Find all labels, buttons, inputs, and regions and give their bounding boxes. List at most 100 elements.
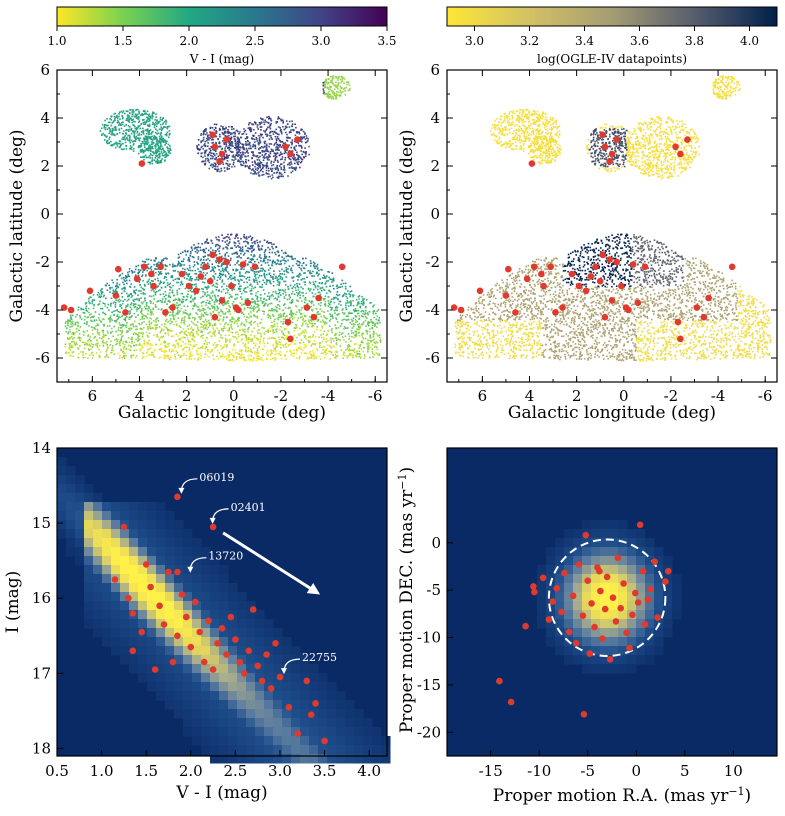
star-dot: [372, 339, 374, 342]
star-dot: [348, 348, 351, 350]
star-dot: [125, 129, 127, 132]
star-dot: [236, 252, 238, 255]
star-dot: [225, 162, 227, 165]
star-dot: [226, 246, 228, 249]
star-dot: [181, 319, 183, 322]
star-dot: [208, 341, 210, 344]
star-dot: [252, 263, 254, 265]
star-dot: [152, 137, 155, 139]
star-dot: [226, 301, 228, 304]
star-dot: [210, 270, 212, 273]
star-dot: [293, 343, 296, 345]
star-dot: [109, 291, 111, 293]
star-dot: [217, 244, 220, 247]
star-dot: [311, 300, 313, 302]
star-dot: [71, 351, 74, 353]
star-dot: [303, 301, 306, 304]
star-dot: [373, 353, 376, 356]
star-dot: [334, 324, 336, 326]
star-dot: [139, 127, 141, 130]
star-dot: [353, 323, 355, 325]
star-dot: [322, 299, 325, 301]
star-dot: [263, 251, 266, 254]
star-dot: [212, 344, 215, 346]
star-dot: [154, 152, 156, 154]
star-dot: [249, 360, 251, 362]
star-dot: [305, 264, 307, 266]
star-dot: [278, 316, 280, 319]
star-dot: [317, 355, 320, 358]
star-dot: [129, 318, 131, 320]
star-dot: [312, 281, 315, 283]
star-dot: [197, 242, 200, 245]
star-dot: [223, 296, 226, 299]
star-dot: [157, 160, 160, 162]
star-dot: [361, 340, 363, 342]
star-dot: [280, 315, 282, 317]
star-dot: [97, 332, 100, 334]
star-dot: [330, 351, 333, 353]
star-dot: [305, 322, 307, 325]
star-dot: [279, 338, 281, 341]
star-dot: [154, 306, 157, 308]
star-dot: [201, 330, 204, 333]
star-dot: [374, 342, 377, 345]
star-dot: [130, 127, 133, 130]
star-dot: [129, 345, 131, 347]
star-dot: [234, 351, 237, 354]
star-dot: [94, 336, 96, 338]
star-dot: [206, 343, 208, 346]
star-dot: [238, 154, 241, 156]
star-dot: [116, 145, 119, 147]
star-dot: [154, 324, 156, 326]
star-dot: [247, 347, 250, 349]
star-dot: [128, 316, 131, 319]
star-dot: [295, 348, 298, 350]
star-dot: [237, 318, 239, 321]
star-dot: [327, 279, 330, 282]
star-dot: [103, 127, 105, 129]
star-dot: [350, 301, 352, 303]
star-dot: [325, 285, 328, 288]
star-dot: [154, 278, 156, 281]
star-dot: [267, 328, 270, 331]
star-dot: [215, 254, 218, 256]
star-dot: [157, 140, 160, 143]
star-dot: [102, 295, 105, 298]
star-dot: [231, 296, 233, 298]
star-dot: [228, 339, 231, 342]
star-dot: [370, 319, 372, 321]
star-dot: [158, 161, 161, 164]
star-dot: [214, 251, 216, 254]
star-dot: [291, 352, 293, 355]
star-dot: [130, 119, 133, 121]
star-dot: [372, 356, 374, 358]
star-dot: [257, 325, 259, 327]
star-dot: [349, 295, 351, 298]
star-dot: [163, 354, 165, 357]
star-dot: [128, 327, 130, 330]
star-dot: [156, 334, 158, 336]
star-dot: [204, 255, 206, 258]
star-dot: [209, 308, 211, 310]
star-dot: [161, 158, 163, 160]
star-dot: [314, 322, 316, 325]
star-dot: [218, 340, 220, 342]
star-dot: [154, 348, 157, 351]
star-dot: [226, 355, 229, 357]
star-dot: [142, 113, 145, 116]
star-dot: [80, 308, 83, 311]
star-dot: [343, 328, 345, 330]
star-dot: [165, 272, 167, 275]
star-dot: [207, 242, 210, 244]
star-dot: [322, 333, 325, 335]
star-dot: [166, 282, 169, 284]
star-dot: [314, 262, 316, 265]
star-dot: [92, 326, 95, 329]
star-dot: [358, 355, 361, 358]
star-dot: [185, 273, 188, 276]
star-dot: [83, 331, 86, 334]
star-dot: [371, 327, 373, 329]
star-dot: [329, 358, 332, 360]
star-dot: [205, 295, 208, 297]
